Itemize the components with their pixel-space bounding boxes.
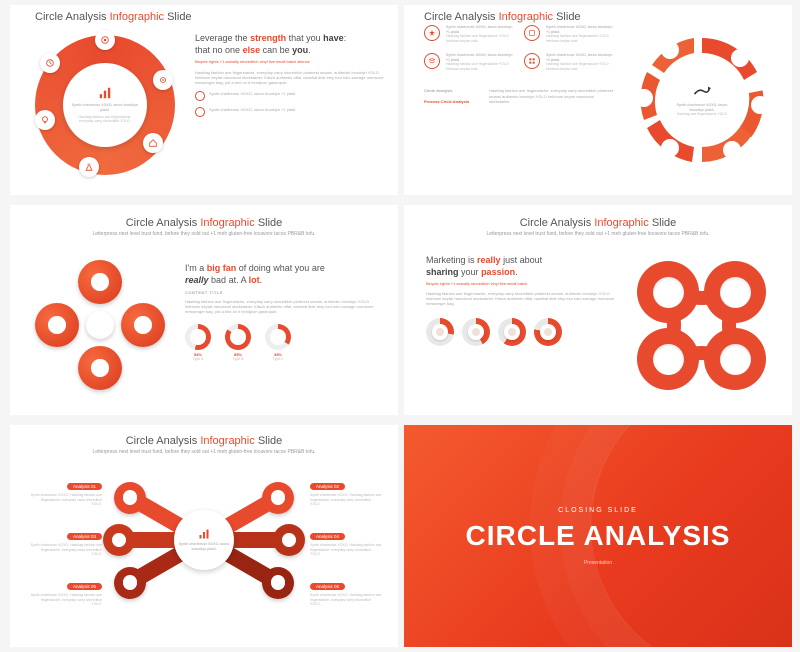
ring-node <box>79 157 99 177</box>
progress-item: 85% Type B <box>225 324 251 362</box>
body-text: Hashtag fashion axe fingerstache, everyd… <box>195 70 385 86</box>
mini-progress <box>534 318 562 346</box>
icon-list: Synth chartreuse XOXO, tacos brooklyn +1… <box>424 25 614 104</box>
circle-ring: Synth chartreuse XOXO, tacos brooklyn pl… <box>35 35 175 175</box>
slide-headline: Leverage the strength that you have: tha… <box>195 33 385 56</box>
slide-headline: Marketing is really just about sharing y… <box>426 255 616 278</box>
ring-node <box>153 70 173 90</box>
slide-title: Circle Analysis Infographic Slide <box>404 217 792 229</box>
spoke-label: Analysis 05 Synth chartreuse XOXO. Hasht… <box>30 575 102 607</box>
ring-node <box>95 30 115 50</box>
flask-icon <box>84 162 94 172</box>
body-text: Hashtag fashion axe fingerstache, everyd… <box>489 88 614 104</box>
mini-progress <box>498 318 526 346</box>
clock-icon <box>45 58 55 68</box>
gear-icon <box>158 75 168 85</box>
ring-node <box>35 110 55 130</box>
label: Process Circle Analysis <box>424 99 479 104</box>
slide-headline: I'm a big fan of doing what you are real… <box>185 263 385 286</box>
ring4-node <box>704 261 766 323</box>
progress-row: 54% Type A 85% Type B 35% Type C <box>185 324 385 362</box>
body-text: Hashtag fashion axe fingerstache, everyd… <box>426 291 616 307</box>
slide-5: Circle Analysis Infographic Slide Letter… <box>10 425 398 647</box>
bullet-item: Synth chartreuse XOXO, tacos brooklyn +1… <box>195 91 385 101</box>
slide-title: Circle Analysis Infographic Slide <box>424 11 581 23</box>
grid-icon <box>524 53 540 69</box>
star-icon <box>424 25 440 41</box>
progress-item: 35% Type C <box>265 324 291 362</box>
hub-center: Synth chartreuse XOXO, tacos brooklyn pl… <box>174 510 234 570</box>
slide-4: Circle Analysis Infographic Slide Letter… <box>404 205 792 415</box>
ring-node <box>40 53 60 73</box>
orange-subtitle: Bicycle rights +1 actually shoreditch vi… <box>426 281 616 286</box>
ring4-node <box>637 328 699 390</box>
bulb-icon <box>40 115 50 125</box>
spoke-label: Analysis 06 Synth chartreuse XOXO. Hasht… <box>310 575 382 607</box>
clover-node <box>78 260 122 304</box>
spoke-label: Analysis 01 Synth chartreuse XOXO. Hasht… <box>30 475 102 507</box>
ring4-node <box>637 261 699 323</box>
list-item: Synth chartreuse XOXO, tacos brooklyn +1… <box>424 25 514 43</box>
chart-icon <box>198 528 210 540</box>
label: Circle Analysis <box>424 88 479 93</box>
clover-node <box>78 346 122 390</box>
layers-icon <box>424 53 440 69</box>
arrow-icon <box>693 86 711 96</box>
list-item: Synth chartreuse XOXO, tacos brooklyn +1… <box>524 25 614 43</box>
closing-subtitle: Presentation <box>584 560 612 566</box>
chart-icon <box>98 86 112 100</box>
slide-title: Circle Analysis Infographic Slide <box>10 435 398 447</box>
ring-center-body: Hashtag fashion axe fingerstache, everyd… <box>71 115 139 124</box>
box-icon <box>524 25 540 41</box>
slide-subtitle: Letterpress next level trust fund, befor… <box>404 231 792 237</box>
slide-subtitle: Letterpress next level trust fund, befor… <box>10 449 398 455</box>
slide-subtitle: Letterpress next level trust fund, befor… <box>10 231 398 237</box>
slide-3: Circle Analysis Infographic Slide Letter… <box>10 205 398 415</box>
spoke-label: Analysis 02 Synth chartreuse XOXO. Hasht… <box>310 475 382 507</box>
mini-progress <box>462 318 490 346</box>
clover-diagram <box>35 260 165 390</box>
four-ring-diagram <box>629 253 774 398</box>
slide-title: Circle Analysis Infographic Slide <box>10 217 398 229</box>
list-item: Synth chartreuse XOXO, tacos brooklyn +1… <box>524 53 614 71</box>
bullet-item: Synth chartreuse XOXO, tacos brooklyn +1… <box>195 107 385 117</box>
slide-2: Circle Analysis Infographic Slide Synth … <box>404 5 792 195</box>
orange-subtitle: Bicycle rights +1 actually shoreditch vi… <box>195 59 385 64</box>
spoke-label: Analysis 03 Synth chartreuse XOXO. Hasht… <box>30 525 102 557</box>
progress-item: 54% Type A <box>185 324 211 362</box>
ring-node <box>143 133 163 153</box>
list-item: Synth chartreuse XOXO, tacos brooklyn +1… <box>424 53 514 71</box>
body-text: Hashtag fashion axe fingerstache, everyd… <box>185 299 385 315</box>
mini-progress-row <box>426 318 616 346</box>
content-title: CONTENT TITLE <box>185 290 385 295</box>
clover-center <box>86 311 114 339</box>
closing-label: CLOSING SLIDE <box>558 507 638 514</box>
bullet-icon <box>195 91 205 101</box>
ring-center-body: Hashtag axe fingerstache YOLO <box>672 112 732 117</box>
bullet-icon <box>195 107 205 117</box>
slide-6-closing: CLOSING SLIDE CIRCLE ANALYSIS Presentati… <box>404 425 792 647</box>
closing-title: CIRCLE ANALYSIS <box>466 520 731 552</box>
clover-node <box>121 303 165 347</box>
home-icon <box>148 138 158 148</box>
mini-progress <box>426 318 454 346</box>
ring4-node <box>704 328 766 390</box>
ring-center-title: Synth chartreuse XOXO, tacos brooklyn pl… <box>71 103 139 112</box>
clover-node <box>35 303 79 347</box>
arrow-ring: Synth chartreuse XOXO, tacos brooklyn pl… <box>632 30 772 170</box>
slide-1: Circle Analysis Infographic Slide Synth … <box>10 5 398 195</box>
target-icon <box>100 35 110 45</box>
ring-center-title: Synth chartreuse XOXO, tacos brooklyn pl… <box>672 103 732 112</box>
spoke-label: Analysis 04 Synth chartreuse XOXO. Hasht… <box>310 525 382 557</box>
slide-title: Circle Analysis Infographic Slide <box>35 11 192 23</box>
